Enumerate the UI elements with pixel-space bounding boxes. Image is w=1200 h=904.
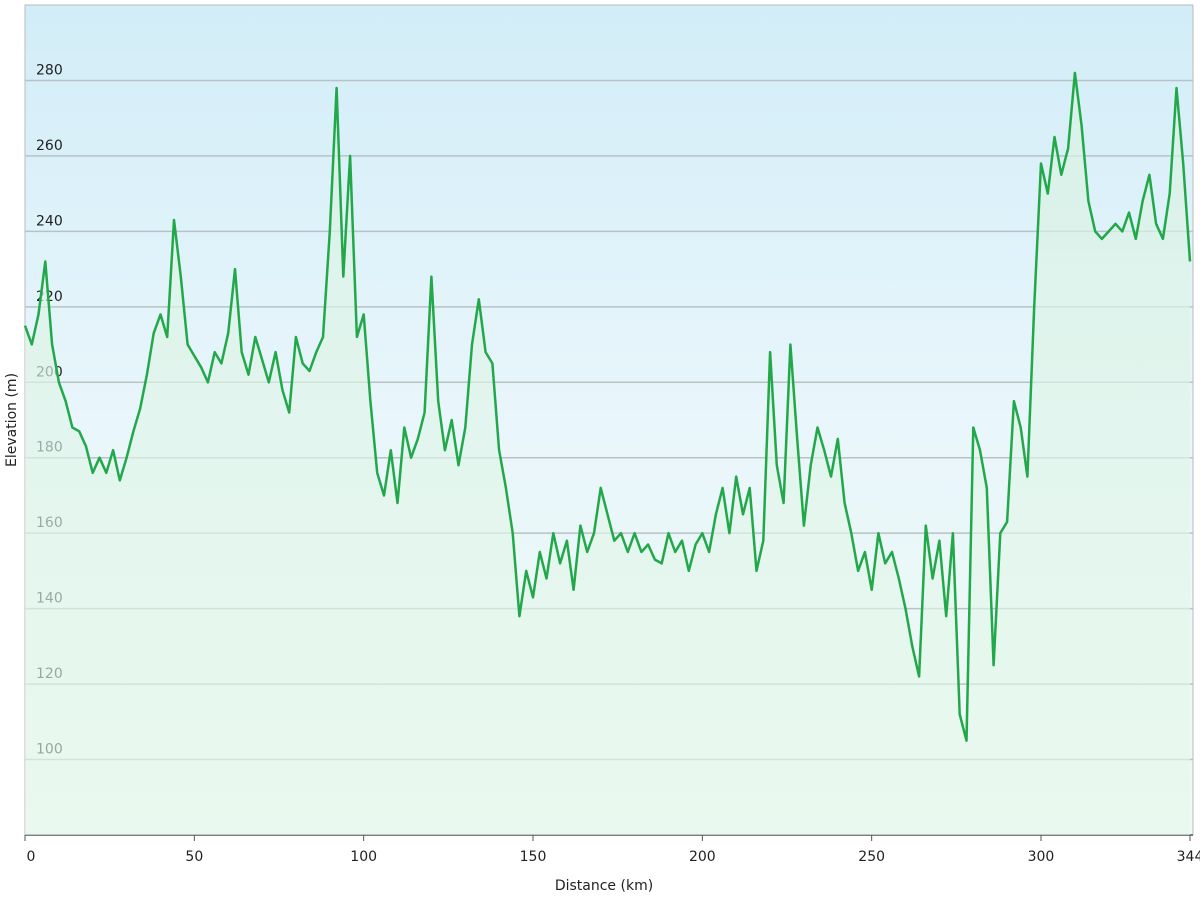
x-tick-label: 300 <box>1028 849 1055 865</box>
y-tick-label: 280 <box>36 62 63 78</box>
x-tick-label: 250 <box>858 849 885 865</box>
elevation-line <box>23 71 1192 742</box>
x-tick-label: 344 <box>1177 849 1200 865</box>
x-tick-label: 50 <box>185 849 203 865</box>
x-tick-label: 100 <box>350 849 377 865</box>
x-tick-label: 200 <box>689 849 716 865</box>
x-axis-title: Distance (km) <box>555 878 653 894</box>
y-tick-label: 260 <box>36 138 63 154</box>
area <box>25 72 1190 835</box>
y-axis-title: Elevation (m) <box>4 373 20 467</box>
x-tick-label: 150 <box>520 849 547 865</box>
y-tick-label: 240 <box>36 213 63 229</box>
x-tick-label: 0 <box>27 849 36 865</box>
